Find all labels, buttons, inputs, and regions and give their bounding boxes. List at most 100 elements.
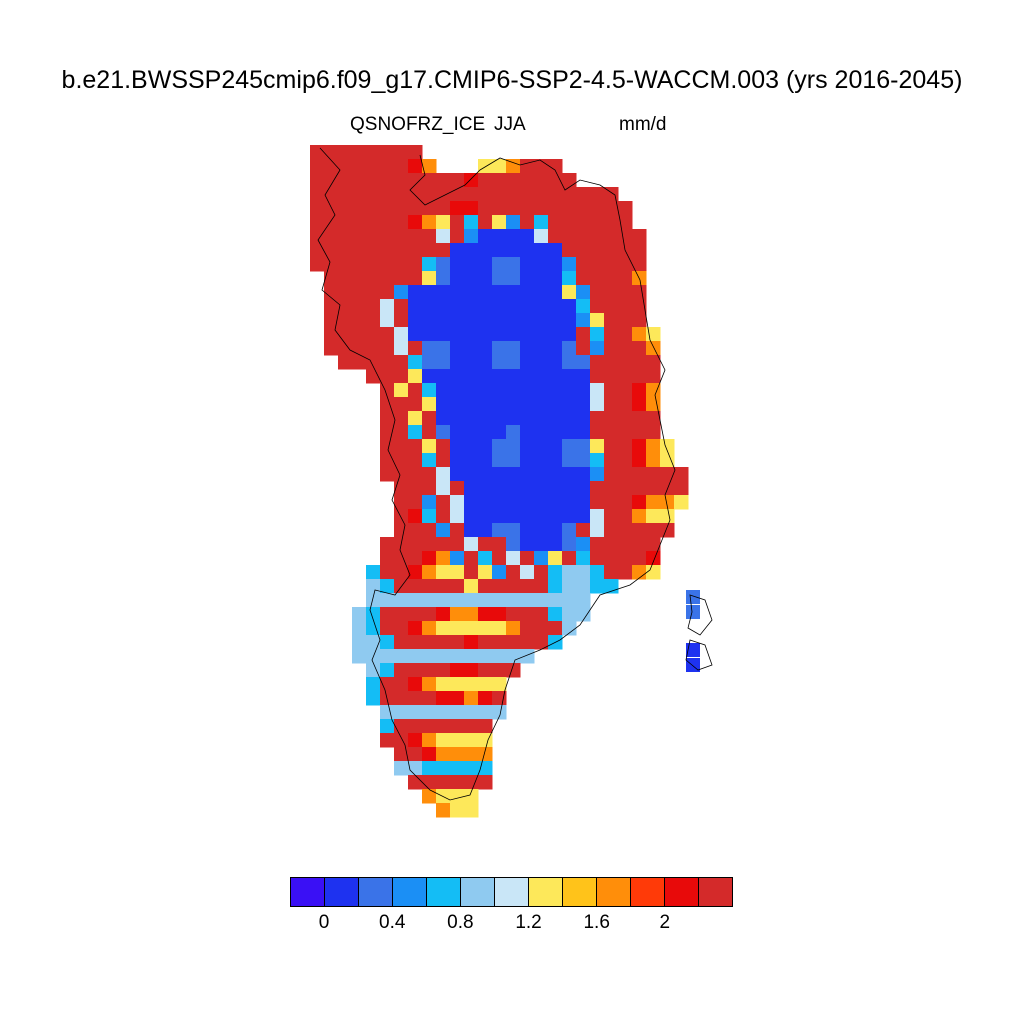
map-cell — [548, 341, 563, 356]
map-cell — [646, 425, 661, 440]
map-cell — [450, 565, 465, 580]
map-cell — [422, 453, 437, 468]
map-cell — [380, 271, 395, 286]
map-cell — [450, 579, 465, 594]
map-cell — [632, 537, 647, 552]
map-cell — [576, 383, 591, 398]
map-cell — [422, 663, 437, 678]
map-cell — [478, 607, 493, 622]
map-cell — [436, 341, 451, 356]
map-cell — [408, 201, 423, 216]
map-cell — [562, 383, 577, 398]
map-cell — [548, 159, 563, 174]
map-cell — [464, 173, 479, 188]
map-cell — [604, 565, 619, 580]
colorbar-swatch — [529, 878, 563, 906]
map-cell — [450, 691, 465, 706]
map-cell — [618, 495, 633, 510]
plot-title: b.e21.BWSSP245cmip6.f09_g17.CMIP6-SSP2-4… — [61, 66, 963, 94]
map-cell — [520, 551, 535, 566]
map-cell — [324, 285, 339, 300]
map-cell — [450, 621, 465, 636]
map-cell — [686, 605, 700, 619]
map-cell — [478, 509, 493, 524]
map-cell — [408, 761, 423, 776]
map-cell — [352, 215, 367, 230]
map-cell — [618, 439, 633, 454]
map-cell — [520, 341, 535, 356]
map-cell — [338, 229, 353, 244]
map-cell — [380, 229, 395, 244]
map-cell — [450, 593, 465, 608]
map-cell — [408, 691, 423, 706]
map-cell — [464, 271, 479, 286]
units-label: mm/d — [619, 114, 667, 135]
map-cell — [422, 775, 437, 790]
map-cell — [660, 481, 675, 496]
map-cell — [562, 187, 577, 202]
map-cell — [366, 229, 381, 244]
map-cell — [478, 439, 493, 454]
map-cell — [660, 509, 675, 524]
map-cell — [436, 747, 451, 762]
map-cell — [562, 355, 577, 370]
map-cell — [324, 173, 339, 188]
map-cell — [520, 537, 535, 552]
map-cell — [562, 621, 577, 636]
map-cell — [380, 145, 395, 160]
map-cell — [436, 243, 451, 258]
map-cell — [604, 327, 619, 342]
colorbar-swatch — [325, 878, 359, 906]
map-cell — [366, 341, 381, 356]
map-cell — [632, 439, 647, 454]
map-cell — [394, 341, 409, 356]
map-cell — [492, 551, 507, 566]
map-cell — [366, 159, 381, 174]
map-cell — [492, 229, 507, 244]
map-cell — [450, 397, 465, 412]
map-cell — [450, 341, 465, 356]
map-cell — [450, 201, 465, 216]
map-cell — [478, 341, 493, 356]
map-cell — [380, 411, 395, 426]
map-cell — [464, 467, 479, 482]
map-cell — [478, 159, 493, 174]
map-cell — [450, 271, 465, 286]
map-cell — [492, 341, 507, 356]
map-cell — [520, 215, 535, 230]
map-cell — [660, 467, 675, 482]
map-cell — [338, 145, 353, 160]
map-cell — [604, 243, 619, 258]
map-cell — [618, 411, 633, 426]
map-cell — [380, 243, 395, 258]
map-cell — [464, 705, 479, 720]
map-cell — [492, 579, 507, 594]
map-cell — [674, 467, 689, 482]
map-cell — [506, 271, 521, 286]
map-cell — [394, 187, 409, 202]
map-cell — [380, 159, 395, 174]
map-cell — [548, 425, 563, 440]
map-cell — [520, 425, 535, 440]
map-cell — [408, 733, 423, 748]
colorbar-swatch — [597, 878, 631, 906]
map-cell — [464, 691, 479, 706]
map-cell — [632, 243, 647, 258]
map-cell — [394, 425, 409, 440]
colorbar-swatch — [393, 878, 427, 906]
map-cell — [338, 313, 353, 328]
map-cell — [618, 257, 633, 272]
map-cell — [590, 579, 605, 594]
map-cell — [646, 369, 661, 384]
map-cell — [618, 229, 633, 244]
map-cell — [492, 663, 507, 678]
map-cell — [576, 453, 591, 468]
map-cell — [506, 649, 521, 664]
map-cell — [366, 271, 381, 286]
map-cell — [548, 537, 563, 552]
map-cell — [520, 607, 535, 622]
map-cell — [408, 551, 423, 566]
map-cell — [408, 579, 423, 594]
map-cell — [422, 215, 437, 230]
map-cell — [562, 523, 577, 538]
